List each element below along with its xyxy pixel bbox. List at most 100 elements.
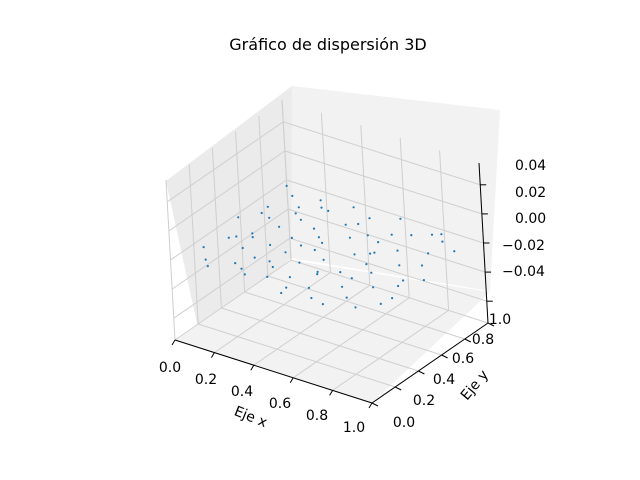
data-point bbox=[268, 260, 271, 263]
data-point bbox=[202, 246, 205, 249]
grid-line bbox=[286, 179, 484, 244]
data-point bbox=[396, 249, 399, 252]
data-point bbox=[284, 251, 287, 254]
data-point bbox=[410, 234, 413, 237]
data-point bbox=[285, 184, 288, 187]
data-point bbox=[234, 262, 237, 265]
data-point bbox=[294, 212, 297, 215]
y-tick-label: 1.0 bbox=[489, 312, 511, 328]
data-point bbox=[312, 227, 316, 230]
grid-line bbox=[198, 323, 396, 388]
data-point bbox=[269, 243, 272, 247]
data-points bbox=[202, 184, 456, 309]
data-point bbox=[427, 252, 430, 255]
y-tick-label: 0.8 bbox=[472, 332, 494, 348]
data-point bbox=[297, 206, 300, 209]
x-axis-line bbox=[174, 339, 373, 404]
data-point bbox=[227, 236, 230, 239]
data-point bbox=[373, 251, 376, 254]
data-point bbox=[430, 233, 434, 236]
data-point bbox=[350, 277, 353, 280]
data-point bbox=[422, 279, 425, 282]
y-tick-mark bbox=[418, 370, 425, 375]
grid-line bbox=[292, 297, 410, 379]
data-point bbox=[317, 236, 320, 239]
data-point bbox=[319, 199, 322, 202]
x-tick-mark bbox=[368, 402, 373, 409]
data-point bbox=[344, 223, 347, 226]
y-tick-mark bbox=[464, 338, 472, 343]
data-point bbox=[298, 261, 301, 264]
data-point bbox=[357, 222, 360, 226]
data-point bbox=[339, 271, 342, 274]
data-point bbox=[365, 263, 368, 266]
grid-line bbox=[168, 150, 286, 232]
grid-line bbox=[221, 307, 419, 372]
z-tick-label: 0.00 bbox=[515, 211, 546, 227]
data-point bbox=[299, 218, 302, 221]
data-point bbox=[398, 264, 401, 267]
z-tick-label: −0.02 bbox=[502, 238, 545, 254]
data-point bbox=[397, 284, 400, 288]
grid-line bbox=[174, 259, 292, 341]
data-point bbox=[368, 217, 371, 220]
data-point bbox=[369, 252, 372, 255]
pane-floor-xy bbox=[175, 260, 490, 403]
x-tick-label: 0.6 bbox=[269, 396, 291, 412]
data-point bbox=[354, 306, 357, 309]
data-point bbox=[327, 209, 330, 212]
data-point bbox=[204, 258, 207, 261]
data-point bbox=[348, 236, 351, 239]
grid-line bbox=[171, 208, 289, 290]
grid-line bbox=[332, 309, 449, 391]
y-tick-mark bbox=[371, 402, 379, 407]
x-tick-label: 0.2 bbox=[195, 372, 217, 388]
y-tick-label: 0.2 bbox=[413, 393, 435, 409]
data-point bbox=[241, 246, 244, 250]
data-point bbox=[366, 234, 369, 237]
data-point bbox=[320, 206, 323, 209]
y-tick-label: 0.4 bbox=[433, 372, 455, 388]
data-point bbox=[243, 273, 246, 276]
data-point bbox=[266, 205, 269, 208]
data-point bbox=[377, 241, 380, 244]
y-axis-line bbox=[371, 322, 489, 404]
data-point bbox=[345, 296, 348, 299]
data-point bbox=[321, 241, 324, 244]
axes bbox=[171, 162, 495, 409]
data-point bbox=[420, 264, 424, 267]
grid-line bbox=[166, 121, 284, 203]
data-point bbox=[390, 233, 393, 236]
chart-title: Gráfico de dispersión 3D bbox=[229, 35, 426, 54]
data-point bbox=[316, 270, 319, 273]
data-point bbox=[251, 232, 254, 235]
data-point bbox=[321, 303, 324, 306]
data-point bbox=[299, 244, 303, 247]
data-point bbox=[352, 206, 355, 209]
data-point bbox=[251, 236, 254, 239]
data-point bbox=[372, 286, 375, 289]
data-point bbox=[290, 236, 293, 239]
data-point bbox=[240, 267, 243, 270]
data-point bbox=[235, 235, 238, 238]
y-tick-mark bbox=[394, 386, 402, 391]
data-point bbox=[310, 296, 313, 300]
grid-line bbox=[253, 284, 371, 366]
grid-line bbox=[284, 150, 483, 215]
data-point bbox=[271, 265, 274, 269]
data-point bbox=[206, 265, 209, 268]
data-point bbox=[453, 250, 456, 253]
y-tick-label: 0.0 bbox=[393, 415, 415, 431]
data-point bbox=[391, 297, 394, 300]
z-tick-label: 0.04 bbox=[515, 158, 546, 174]
grid-line bbox=[244, 291, 442, 356]
data-point bbox=[341, 285, 344, 288]
data-point bbox=[260, 211, 263, 215]
x-tick-label: 1.0 bbox=[343, 420, 365, 436]
data-point bbox=[253, 256, 256, 259]
x-tick-mark bbox=[289, 377, 294, 384]
x-tick-mark bbox=[250, 364, 255, 371]
grid-line bbox=[170, 179, 287, 261]
data-point bbox=[441, 240, 444, 243]
